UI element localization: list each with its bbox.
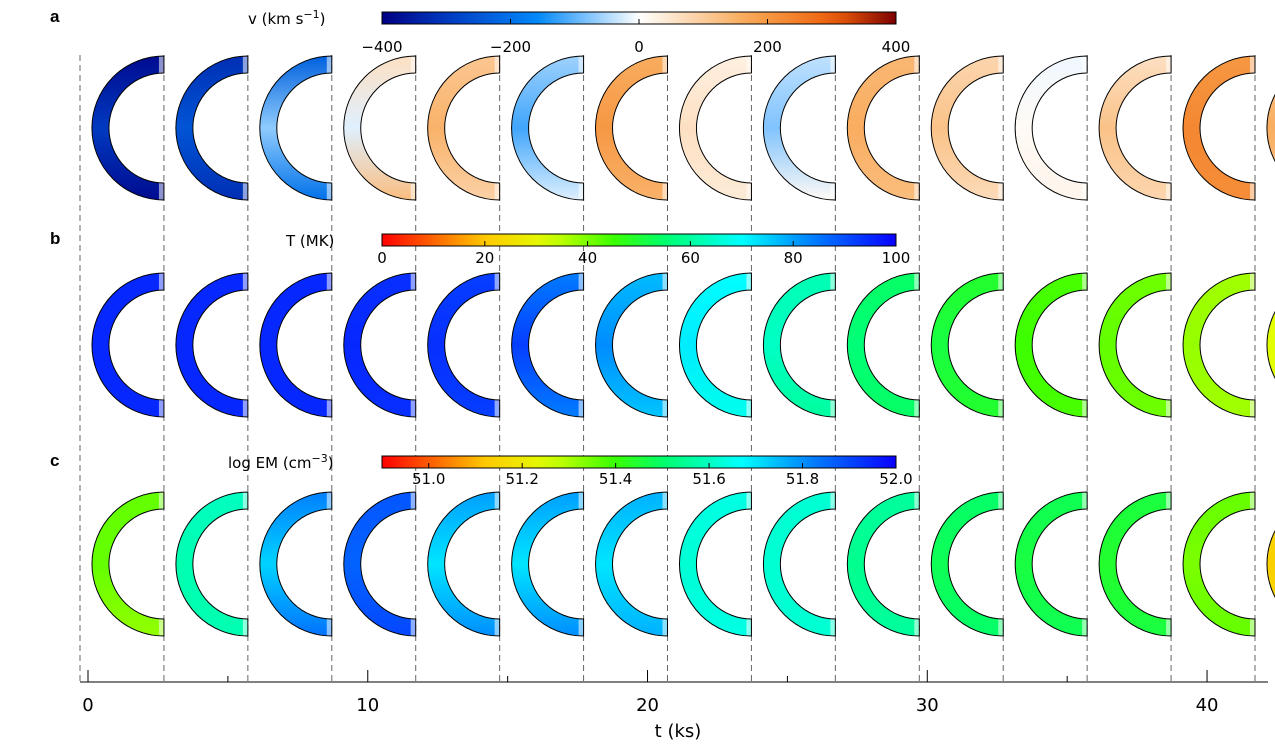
loop — [511, 272, 585, 418]
panel-label: b — [50, 229, 60, 248]
loop — [678, 272, 752, 418]
colorbar-tick-label: 400 — [882, 38, 911, 56]
loop — [678, 55, 752, 201]
loop — [846, 272, 920, 418]
loop — [1098, 272, 1172, 418]
loop — [1182, 272, 1256, 418]
loop — [595, 272, 668, 418]
colorbar-title: T (MK) — [285, 232, 334, 250]
loop — [595, 491, 668, 637]
loop — [91, 491, 165, 637]
colorbar-tick-label: 80 — [784, 249, 803, 267]
loop — [427, 272, 501, 418]
loop — [762, 272, 836, 418]
loop — [930, 272, 1004, 418]
colorbar-tick-label: 20 — [475, 249, 494, 267]
loop — [1098, 55, 1172, 201]
separator-lines — [79, 55, 1256, 682]
colorbar-tick-label: 51.8 — [786, 470, 819, 488]
loop — [175, 272, 249, 418]
loop — [762, 55, 836, 201]
colorbar-tick-label: 52.0 — [879, 470, 912, 488]
colorbar-tick-label: 51.2 — [505, 470, 538, 488]
loop — [511, 55, 585, 201]
panel-label: a — [50, 7, 60, 26]
axis-tick-label: 20 — [636, 695, 659, 716]
axis-tick-label: 10 — [356, 695, 379, 716]
loop — [1014, 272, 1088, 418]
loop — [175, 55, 249, 201]
colorbar-title: v (km s−1) — [248, 8, 325, 28]
panel-c: c log EM (cm−3) 51.0 51.2 51.4 51.6 51.8 52.0 — [50, 451, 1275, 637]
axis-tick-label: 0 — [82, 695, 93, 716]
loop — [259, 491, 333, 637]
colorbar-tick-label: 100 — [882, 249, 911, 267]
loop — [511, 491, 585, 637]
axis-tick-label: 30 — [916, 695, 939, 716]
axis-title: t (ks) — [655, 721, 702, 742]
loop — [930, 491, 1004, 637]
colorbar-tick-label: 0 — [634, 38, 644, 56]
loop — [91, 272, 165, 418]
loop — [1266, 56, 1275, 201]
loop — [595, 55, 668, 201]
panel-a: a v (km s−1) −400 −200 0 200 400 — [50, 7, 1275, 201]
loop — [91, 55, 165, 201]
loop — [1182, 491, 1256, 637]
colorbar-tick-label: 0 — [377, 249, 387, 267]
colorbar-tick-label: 200 — [753, 38, 782, 56]
time-axis: 0 10 20 30 40 t (ks) — [80, 670, 1268, 742]
colorbar-tick-label: 60 — [681, 249, 700, 267]
loop — [930, 55, 1004, 201]
loop — [1098, 491, 1172, 637]
loop — [259, 55, 333, 201]
panel-label: c — [50, 451, 59, 470]
loop — [846, 55, 920, 201]
loop — [1266, 273, 1275, 417]
loop — [1014, 55, 1088, 201]
colorbar — [381, 455, 897, 469]
colorbar-tick-label: 51.4 — [599, 470, 632, 488]
loop — [175, 491, 249, 637]
colorbar-tick-label: −200 — [490, 38, 531, 56]
axis-tick-label: 40 — [1196, 695, 1219, 716]
loop — [259, 272, 333, 418]
loop — [1266, 492, 1275, 636]
loop — [343, 491, 417, 637]
loop — [427, 491, 501, 637]
colorbar-title: log EM (cm−3) — [228, 452, 334, 472]
panel-b: b T (MK) 0 20 40 60 80 100 — [50, 229, 1275, 418]
loop — [846, 491, 920, 637]
loop — [343, 55, 417, 201]
colorbar-tick-label: 40 — [578, 249, 597, 267]
colorbar — [381, 233, 897, 247]
loop — [762, 491, 836, 637]
loop — [343, 272, 417, 418]
loop — [1182, 55, 1256, 201]
colorbar-tick-label: 51.6 — [692, 470, 725, 488]
colorbar-tick-label: −400 — [361, 38, 402, 56]
colorbar-tick-label: 51.0 — [412, 470, 445, 488]
loop — [427, 55, 501, 201]
loop — [678, 491, 752, 637]
loop — [1014, 491, 1088, 637]
